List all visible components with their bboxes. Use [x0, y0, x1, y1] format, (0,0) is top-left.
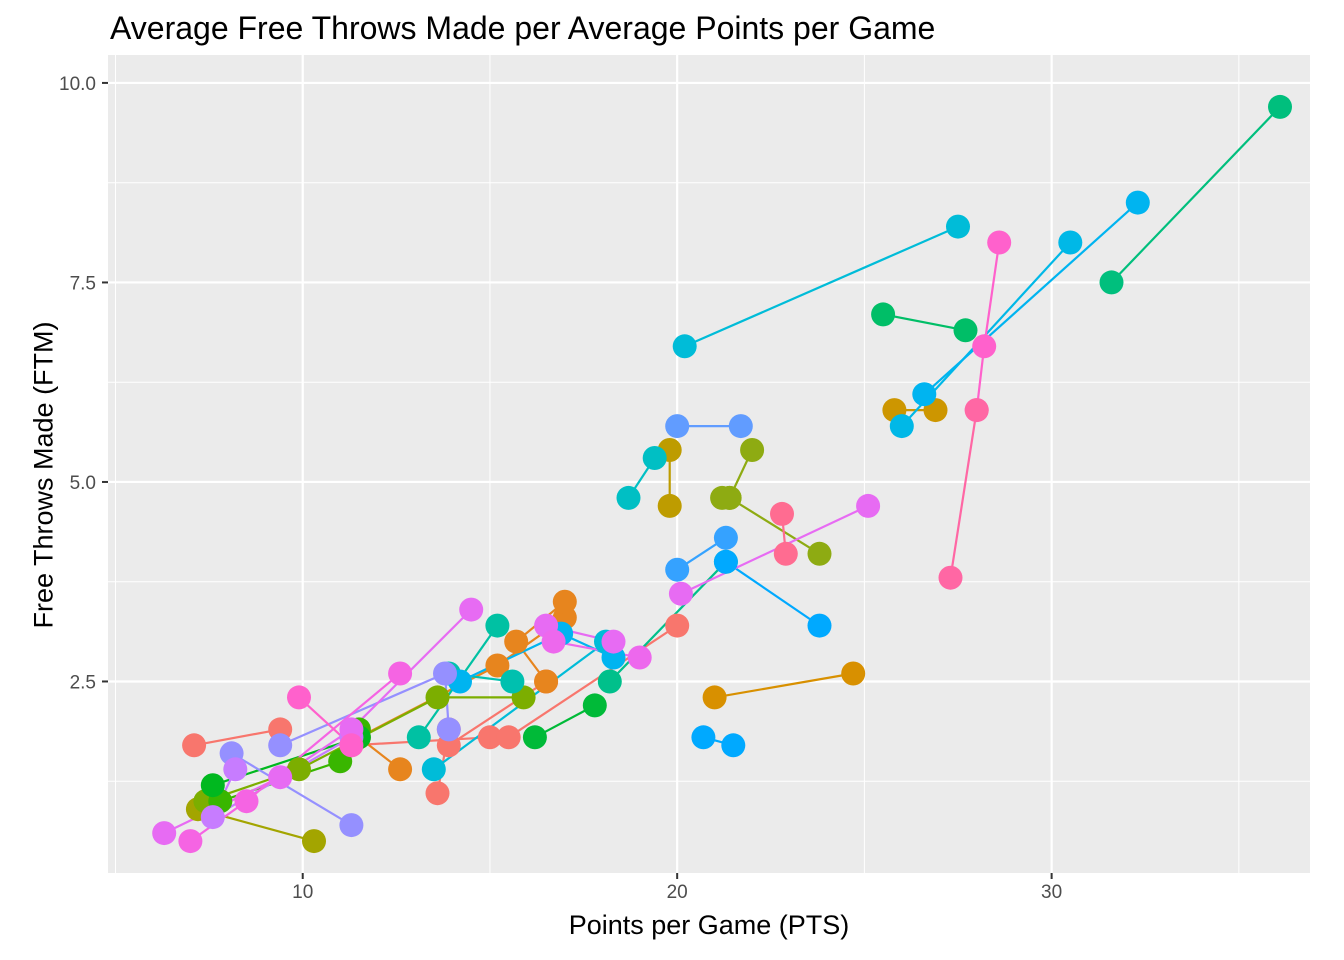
series-line — [882, 313, 966, 332]
data-point — [713, 549, 738, 574]
data-point — [691, 725, 716, 750]
data-point — [421, 757, 446, 782]
data-point — [807, 541, 832, 566]
data-point — [287, 685, 311, 710]
data-point — [938, 565, 963, 590]
data-point — [339, 813, 364, 838]
data-point — [770, 501, 794, 526]
data-point — [665, 414, 690, 439]
data-point — [657, 493, 682, 518]
data-point — [268, 733, 293, 758]
data-point — [477, 725, 502, 750]
series-line — [1110, 106, 1281, 284]
x-tick-label: 20 — [667, 882, 688, 903]
data-point — [388, 757, 413, 782]
data-point — [178, 829, 203, 854]
data-point — [182, 733, 207, 758]
data-point — [200, 773, 225, 798]
x-tick-label: 10 — [292, 882, 313, 903]
data-point — [807, 613, 832, 638]
data-point — [987, 230, 1012, 255]
series-line — [949, 409, 978, 578]
series-line — [684, 225, 959, 348]
data-point — [268, 765, 293, 790]
data-point — [522, 725, 547, 750]
data-point — [541, 629, 566, 654]
data-point — [500, 669, 525, 694]
data-point — [773, 541, 798, 566]
data-point — [1099, 270, 1124, 295]
series-line — [714, 672, 854, 699]
data-point — [721, 733, 746, 758]
data-point — [200, 805, 225, 830]
data-point — [302, 829, 326, 854]
series-line — [231, 752, 352, 827]
data-point — [223, 757, 248, 782]
y-tick-label: 10.0 — [59, 74, 96, 95]
data-point — [672, 334, 697, 359]
data-point — [665, 557, 690, 582]
data-point — [946, 214, 970, 239]
data-point — [841, 661, 866, 686]
data-point — [713, 525, 738, 550]
data-point — [702, 685, 727, 710]
data-point — [889, 414, 914, 439]
series-line — [725, 560, 821, 627]
chart-title: Average Free Throws Made per Average Poi… — [110, 10, 936, 46]
data-point — [425, 685, 450, 710]
data-point — [627, 645, 652, 670]
data-point — [597, 669, 622, 694]
x-axis-title: Points per Game (PTS) — [568, 910, 850, 940]
data-point — [912, 382, 937, 407]
data-point — [552, 589, 577, 614]
data-point — [856, 493, 881, 518]
data-point — [1268, 94, 1292, 119]
data-point — [496, 725, 521, 750]
data-point — [601, 629, 626, 654]
series-line — [553, 640, 640, 659]
data-point — [534, 669, 559, 694]
data-point — [152, 821, 177, 846]
data-point — [1058, 230, 1083, 255]
data-point — [665, 613, 690, 638]
data-point — [582, 693, 607, 718]
data-point — [504, 629, 529, 654]
series-line — [923, 201, 1139, 396]
data-point — [668, 581, 693, 606]
data-point — [287, 757, 311, 782]
data-point — [728, 414, 753, 439]
data-point — [642, 446, 667, 470]
data-point — [953, 318, 978, 343]
data-point — [485, 653, 510, 678]
data-point — [459, 597, 484, 622]
y-tick-label: 7.5 — [70, 273, 96, 294]
y-tick-label: 2.5 — [70, 672, 96, 693]
y-axis-title: Free Throws Made (FTM) — [28, 321, 59, 629]
data-point — [388, 661, 413, 686]
data-point — [234, 789, 259, 814]
data-point — [717, 485, 742, 510]
data-point — [964, 398, 989, 423]
data-point — [972, 334, 997, 359]
data-point — [433, 661, 457, 686]
data-point — [339, 733, 364, 758]
y-tick-label: 5.0 — [70, 473, 96, 494]
series-line — [193, 728, 281, 747]
data-point — [485, 613, 510, 638]
data-point — [1125, 190, 1150, 215]
series-line — [729, 496, 821, 555]
data-point — [436, 717, 461, 742]
data-point — [406, 725, 431, 750]
data-point — [871, 302, 896, 327]
data-point — [425, 781, 450, 806]
data-point — [616, 485, 641, 510]
x-tick-label: 30 — [1041, 882, 1062, 903]
data-point — [740, 438, 765, 462]
